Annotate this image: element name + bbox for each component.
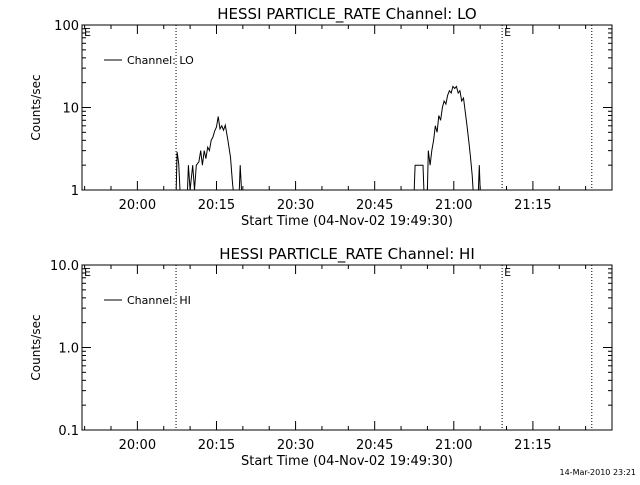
lo-x-tick-label: 21:00: [435, 198, 472, 213]
hi-y-tick-label: 1.0: [58, 342, 79, 357]
hi-x-tick-label: 21:15: [514, 438, 551, 453]
hi-x-tick-label: 21:00: [435, 438, 472, 453]
lo-y-tick-label: 10: [62, 102, 79, 117]
hi-y-tick-label: 10.0: [50, 259, 79, 274]
hi-corner-label: E: [84, 266, 91, 279]
lo-x-tick-label: 20:30: [277, 198, 314, 213]
hi-y-tick-label: 0.1: [58, 424, 79, 439]
lo-y-axis-label: Counts/sec: [29, 74, 43, 140]
lo-plot-frame: [81, 24, 613, 191]
hi-x-tick-label: 20:30: [277, 438, 314, 453]
hi-x-tick-label: 20:45: [356, 438, 393, 453]
hi-legend-label: Channel: HI: [127, 294, 191, 307]
hi-y-axis-label: Counts/sec: [29, 314, 43, 380]
plot-timestamp: 14-Mar-2010 23:21: [560, 468, 637, 477]
lo-x-tick-label: 20:45: [356, 198, 393, 213]
lo-corner-label: E: [84, 26, 91, 39]
lo-x-tick-label: 21:15: [514, 198, 551, 213]
lo-y-tick-label: 100: [54, 19, 79, 34]
lo-series-line: [175, 85, 481, 191]
lo-x-axis-label: Start Time (04-Nov-02 19:49:30): [241, 214, 453, 229]
hi-x-axis-label: Start Time (04-Nov-02 19:49:30): [241, 454, 453, 469]
hi-time-marker-label: E: [504, 266, 511, 279]
hi-chart-title: HESSI PARTICLE_RATE Channel: HI: [219, 245, 475, 264]
lo-time-marker-label: E: [504, 26, 511, 39]
lo-x-tick-label: 20:00: [119, 198, 156, 213]
hi-x-tick-label: 20:15: [198, 438, 235, 453]
hi-plot-frame: [81, 264, 613, 431]
lo-y-tick-label: 1: [71, 184, 79, 199]
lo-legend-label: Channel: LO: [127, 54, 194, 67]
lo-x-tick-label: 20:15: [198, 198, 235, 213]
hi-x-tick-label: 20:00: [119, 438, 156, 453]
lo-chart-title: HESSI PARTICLE_RATE Channel: LO: [217, 5, 476, 24]
